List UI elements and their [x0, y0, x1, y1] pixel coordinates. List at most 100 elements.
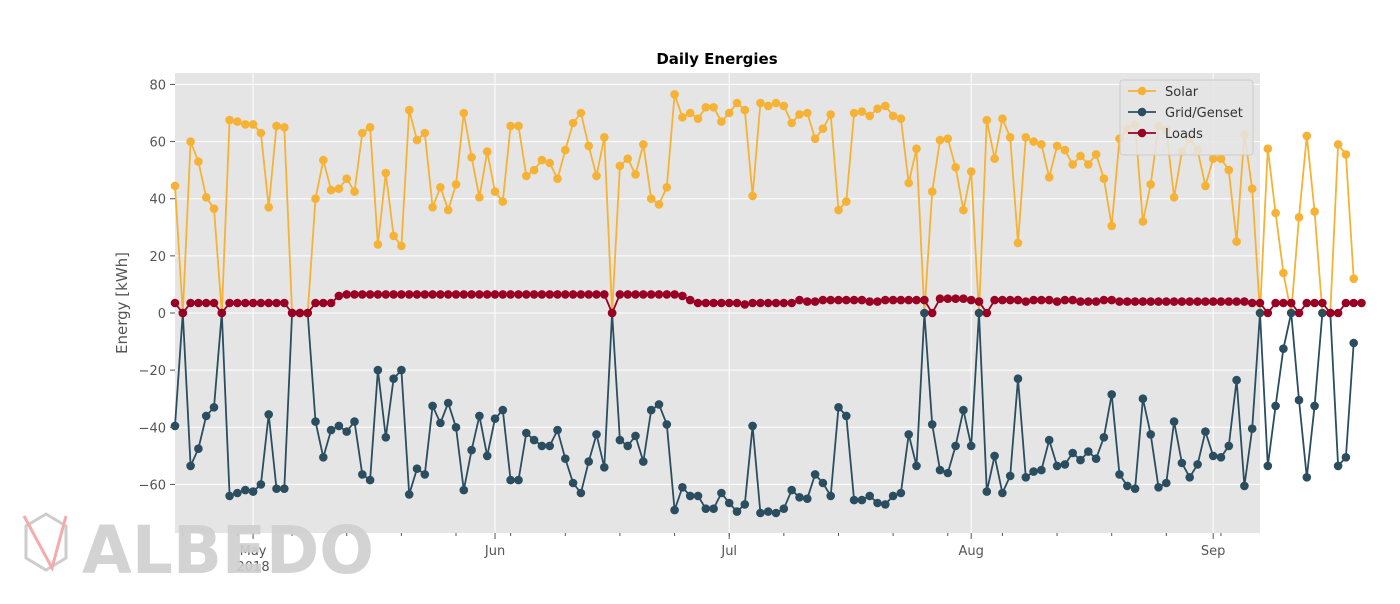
- legend-label-loads: Loads: [1165, 127, 1203, 142]
- loads-point: [1255, 298, 1265, 308]
- loads-point: [990, 295, 999, 305]
- solar-point: [849, 108, 859, 118]
- loads-point: [412, 290, 422, 299]
- grid-genset-point: [194, 444, 203, 454]
- grid-genset-point: [920, 308, 929, 318]
- loads-point: [966, 295, 976, 305]
- loads-point: [623, 290, 632, 299]
- solar-point: [1349, 274, 1358, 284]
- grid-genset-point: [1052, 461, 1062, 471]
- solar-point: [420, 128, 430, 138]
- solar-point: [865, 111, 874, 121]
- grid-genset-point: [1247, 424, 1257, 434]
- solar-point: [1021, 133, 1031, 142]
- solar-point: [1232, 237, 1241, 246]
- solar-point: [334, 184, 344, 193]
- grid-genset-point: [561, 454, 570, 464]
- solar-point: [1302, 131, 1312, 141]
- solar-point: [326, 185, 336, 195]
- solar-point: [600, 133, 609, 142]
- solar-point: [404, 105, 414, 115]
- solar-point: [537, 155, 547, 165]
- loads-point: [881, 295, 890, 305]
- grid-genset-point: [685, 491, 695, 501]
- solar-point: [1271, 208, 1280, 218]
- loads-point: [553, 290, 562, 299]
- loads-point: [826, 295, 835, 305]
- albedo-logo-watermark: ALBEDO: [22, 512, 374, 589]
- loads-point: [451, 290, 461, 299]
- loads-point: [920, 295, 929, 305]
- solar-point: [436, 183, 445, 192]
- loads-point: [475, 290, 484, 299]
- loads-point: [631, 290, 640, 299]
- solar-point: [490, 187, 500, 196]
- grid-genset-point: [795, 493, 804, 502]
- loads-point: [1310, 298, 1319, 308]
- loads-point: [857, 295, 867, 305]
- grid-genset-point: [865, 491, 874, 501]
- grid-genset-point: [186, 461, 195, 471]
- loads-point: [662, 290, 672, 299]
- grid-genset-point: [545, 441, 554, 451]
- loads-point: [1169, 297, 1179, 306]
- series-layer: [170, 90, 1366, 518]
- solar-point: [342, 174, 352, 183]
- grid-genset-point: [490, 414, 500, 424]
- loads-point: [1333, 308, 1343, 318]
- x-tick-label: Jun: [484, 544, 505, 559]
- grid-genset-point: [592, 430, 601, 439]
- loads-point: [849, 295, 859, 305]
- grid-genset-point: [717, 488, 726, 498]
- grid-genset-point: [1255, 308, 1265, 318]
- grid-genset-point: [1107, 390, 1116, 399]
- loads-point: [334, 291, 344, 301]
- solar-point: [568, 118, 578, 128]
- y-axis-label: Energy [kWh]: [113, 252, 131, 354]
- loads-point: [178, 308, 188, 318]
- grid-genset-point: [1216, 453, 1226, 462]
- loads-point: [654, 290, 664, 299]
- loads-point: [1084, 297, 1093, 306]
- loads-point: [506, 290, 515, 299]
- grid-genset-point: [771, 508, 781, 518]
- logo-wordmark: ALBEDO: [82, 512, 374, 589]
- grid-genset-point: [280, 484, 289, 494]
- grid-genset-point: [482, 451, 492, 461]
- solar-point: [1146, 180, 1155, 189]
- solar-point: [1279, 268, 1288, 278]
- solar-point: [943, 134, 953, 143]
- loads-point: [264, 298, 274, 308]
- grid-genset-point: [646, 405, 656, 415]
- solar-point: [1333, 140, 1343, 149]
- grid-genset-point: [1185, 473, 1194, 482]
- grid-genset-point: [1146, 430, 1155, 439]
- loads-point: [514, 290, 523, 299]
- legend: Solar Grid/Genset Loads: [1119, 79, 1254, 156]
- solar-point: [826, 110, 835, 119]
- solar-point: [927, 187, 937, 196]
- loads-point: [771, 298, 781, 308]
- grid-genset-point: [1341, 453, 1351, 462]
- solar-point: [615, 161, 625, 171]
- loads-point: [1013, 295, 1023, 305]
- loads-point: [865, 297, 874, 306]
- y-tick-label: −60: [139, 478, 166, 493]
- grid-genset-point: [342, 427, 352, 436]
- solar-point: [756, 98, 765, 108]
- solar-point: [951, 163, 960, 172]
- grid-genset-point: [1263, 461, 1273, 471]
- loads-point: [1099, 295, 1109, 305]
- loads-point: [646, 290, 656, 299]
- grid-genset-point: [1286, 308, 1296, 318]
- loads-point: [303, 308, 313, 318]
- solar-point: [787, 118, 796, 128]
- solar-point: [1084, 160, 1093, 169]
- grid-genset-point: [529, 435, 539, 445]
- loads-point: [373, 290, 383, 299]
- grid-genset-point: [881, 500, 890, 509]
- grid-genset-point: [358, 470, 367, 479]
- loads-point: [295, 308, 305, 318]
- solar-point: [397, 241, 406, 251]
- loads-point: [959, 294, 968, 304]
